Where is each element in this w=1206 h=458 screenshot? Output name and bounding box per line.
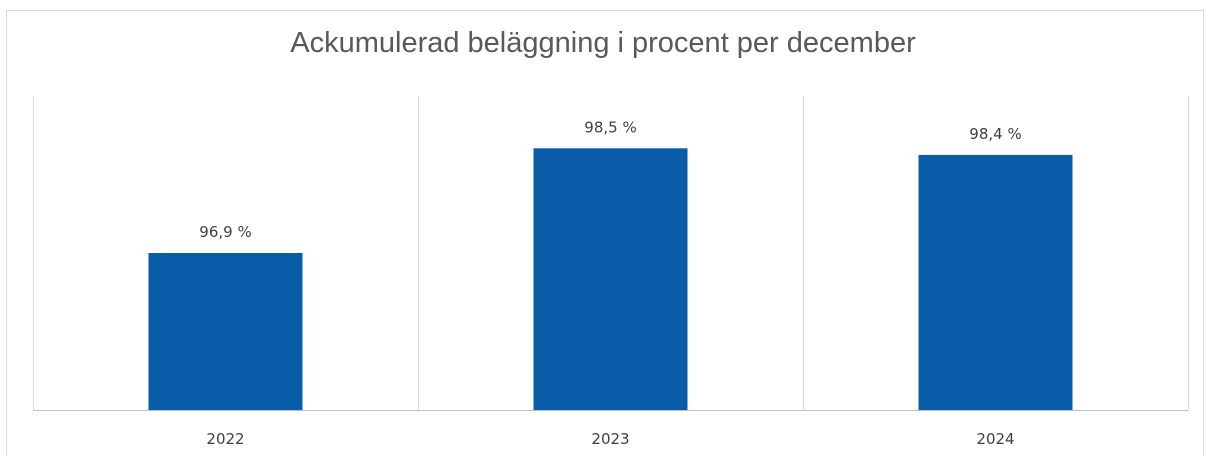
chart-title: Ackumulerad beläggning i procent per dec… (290, 27, 916, 59)
data-label-2023: 98,5 % (584, 118, 636, 136)
x-tick-label-2024: 2024 (976, 430, 1014, 448)
x-tick-label-2022: 2022 (206, 430, 244, 448)
data-label-2024: 98,4 % (969, 125, 1021, 143)
x-tick-label-2023: 2023 (591, 430, 629, 448)
bar-2022 (148, 253, 303, 410)
bar-2024 (918, 154, 1073, 410)
bar-2023 (533, 148, 688, 411)
data-label-2022: 96,9 % (199, 223, 251, 241)
chart-frame (6, 10, 1204, 456)
